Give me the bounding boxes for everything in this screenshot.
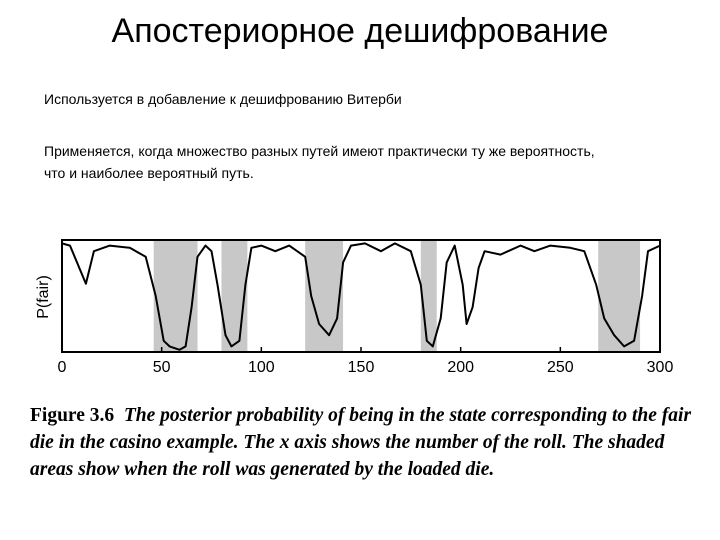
x-tick-label: 0 [58, 359, 67, 376]
x-tick-label: 250 [547, 359, 574, 376]
x-tick-label: 50 [153, 359, 171, 376]
plot-frame [61, 239, 661, 353]
x-tick-label: 200 [447, 359, 474, 376]
caption-text: The posterior probability of being in th… [30, 405, 692, 480]
bullet: Используется в добавление к дешифрованию… [44, 91, 402, 107]
x-tick-label: 150 [348, 359, 375, 376]
figure-caption: Figure 3.6 The posterior probability of … [30, 402, 698, 483]
chart: P(fair) 0 50 100 150 200 250 300 [35, 239, 674, 376]
bullet: Применяется, когда множество разных путе… [44, 143, 595, 181]
x-tick-label: 100 [248, 359, 275, 376]
y-axis-label: P(fair) [35, 275, 52, 319]
shaded-region [598, 240, 641, 352]
x-tick-label: 300 [647, 359, 674, 376]
shaded-region [153, 240, 198, 352]
slide-title: Апостериорное дешифрование [111, 12, 609, 50]
shaded-region [420, 240, 437, 352]
caption-label: Figure 3.6 [30, 405, 115, 426]
series-line [61, 242, 661, 351]
